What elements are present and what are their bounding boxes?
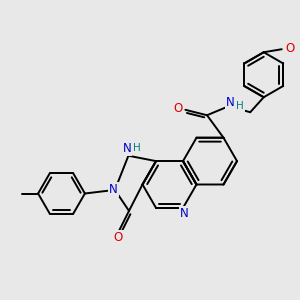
Text: O: O [114,231,123,244]
Text: N: N [122,142,131,155]
Text: H: H [133,143,140,153]
Text: O: O [173,102,182,115]
Text: N: N [109,183,118,196]
Text: O: O [286,42,295,55]
Text: N: N [180,207,189,220]
Text: N: N [226,96,235,109]
Text: H: H [236,101,244,111]
